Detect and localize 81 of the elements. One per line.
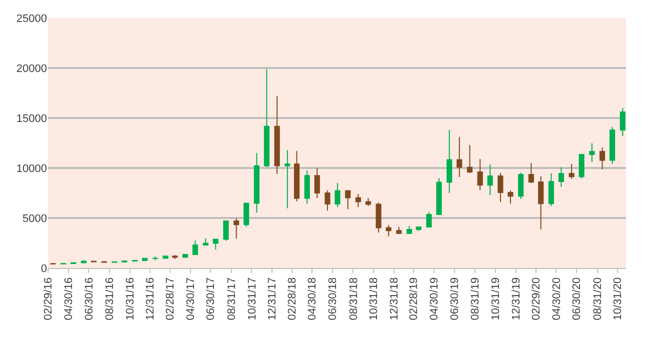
x-tick-label: 10/31/18 <box>368 277 380 320</box>
candlestick <box>365 198 372 206</box>
candlestick <box>446 130 452 194</box>
candlestick <box>528 162 534 184</box>
y-tick-label: 5000 <box>22 212 47 225</box>
candlestick <box>202 238 208 246</box>
x-tick-label: 08/31/18 <box>348 277 360 320</box>
x-tick-label: 08/31/20 <box>592 277 604 320</box>
x-tick-label: 02/28/19 <box>408 277 420 320</box>
candlestick <box>244 202 250 228</box>
candlestick <box>304 170 310 204</box>
x-tick-label: 10/31/19 <box>490 277 502 320</box>
candlestick <box>284 150 290 209</box>
candlestick <box>324 190 330 211</box>
x-tick-label: 06/30/17 <box>205 277 218 320</box>
x-tick-label: 02/29/16 <box>42 277 55 320</box>
candlestick <box>264 68 270 168</box>
candlestick <box>396 226 402 234</box>
candlestick <box>508 190 514 204</box>
candlestick <box>477 158 483 190</box>
candlestick <box>610 126 616 164</box>
candlestick <box>386 224 392 237</box>
candlestick <box>192 240 198 256</box>
x-tick-label: 12/31/19 <box>510 277 522 320</box>
x-tick-label: 04/30/20 <box>550 277 563 320</box>
x-tick-label: 08/31/17 <box>226 277 238 320</box>
candlestick <box>376 202 382 233</box>
candlestick <box>558 166 564 188</box>
x-tick-label: 10/31/16 <box>124 277 136 320</box>
y-tick-label: 10000 <box>16 162 47 175</box>
candlestick <box>589 142 595 162</box>
x-tick-label: 08/31/16 <box>104 277 116 320</box>
candlestick <box>345 190 351 210</box>
candlestick <box>487 164 493 196</box>
x-tick-label: 06/30/16 <box>83 277 96 320</box>
candlestick <box>274 96 280 174</box>
candlestick <box>620 108 626 136</box>
candlestick <box>314 168 320 198</box>
x-tick-label: 02/28/18 <box>286 277 298 320</box>
x-tick-label: 12/31/16 <box>144 277 157 320</box>
candlestick <box>212 238 218 250</box>
candlestick <box>538 176 544 230</box>
candlestick <box>568 164 574 180</box>
x-tick-label: 06/30/19 <box>448 277 461 320</box>
candlestick <box>294 150 300 202</box>
x-tick-label: 08/31/19 <box>470 277 482 320</box>
candlestick <box>152 256 158 261</box>
candlestick <box>578 154 584 179</box>
x-tick-label: 02/29/20 <box>530 277 542 320</box>
candlestick <box>466 144 473 174</box>
candlestick <box>334 182 340 208</box>
x-tick-label: 04/30/17 <box>184 277 197 320</box>
x-tick-label: 10/31/20 <box>612 277 624 320</box>
candlestick <box>416 226 422 232</box>
y-tick-label: 20000 <box>16 62 47 75</box>
x-tick-label: 04/30/19 <box>428 277 441 320</box>
y-tick-label: 25000 <box>16 12 47 25</box>
x-tick-label: 12/31/17 <box>266 277 279 320</box>
candlestick <box>548 172 554 206</box>
y-tick-label: 0 <box>40 262 47 275</box>
candlestick <box>426 212 432 228</box>
candlestick <box>406 226 412 235</box>
x-tick-label: 06/30/18 <box>327 277 340 320</box>
x-tick-label: 10/31/17 <box>246 277 258 320</box>
candlestick <box>456 136 462 178</box>
candlestick <box>518 172 524 200</box>
candlestick <box>355 194 361 208</box>
candlestick <box>234 218 240 239</box>
candlestick <box>498 172 504 202</box>
x-tick-label: 06/30/20 <box>571 277 584 320</box>
candlestick <box>223 220 229 242</box>
x-tick-label: 04/30/16 <box>62 277 75 320</box>
candlestick <box>254 152 260 214</box>
x-tick-label: 12/31/18 <box>388 277 401 320</box>
candlestick <box>436 178 442 216</box>
x-tick-label: 04/30/18 <box>306 277 319 320</box>
candlestick <box>172 254 178 260</box>
y-tick-label: 15000 <box>16 112 47 125</box>
candlestick <box>600 147 606 170</box>
candlestick <box>162 256 168 259</box>
x-tick-label: 02/28/17 <box>164 277 176 320</box>
